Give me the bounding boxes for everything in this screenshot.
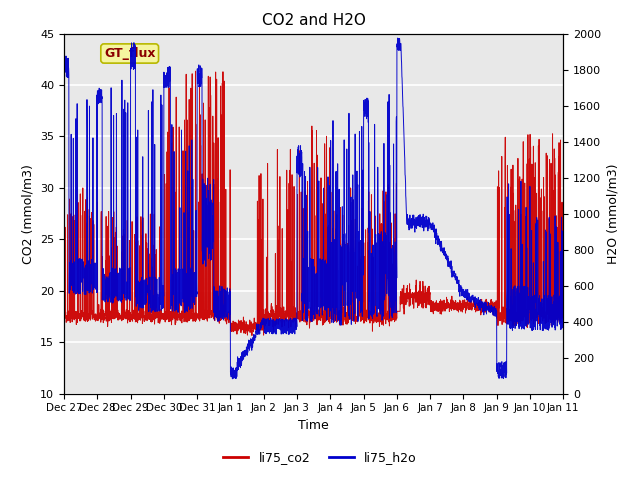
Text: GT_flux: GT_flux <box>104 47 156 60</box>
Y-axis label: CO2 (mmol/m3): CO2 (mmol/m3) <box>22 164 35 264</box>
Legend: li75_co2, li75_h2o: li75_co2, li75_h2o <box>218 446 422 469</box>
Y-axis label: H2O (mmol/m3): H2O (mmol/m3) <box>607 163 620 264</box>
Title: CO2 and H2O: CO2 and H2O <box>262 13 365 28</box>
X-axis label: Time: Time <box>298 419 329 432</box>
